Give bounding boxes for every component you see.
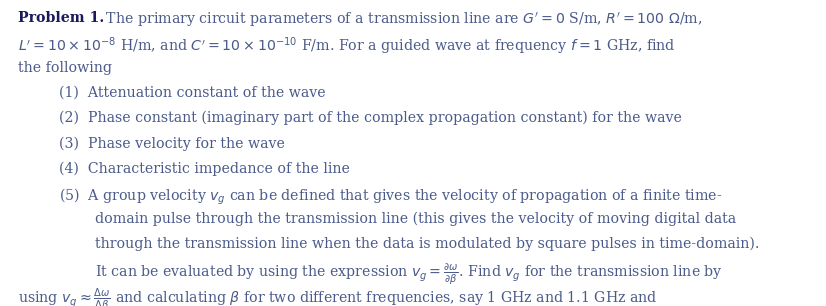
- Text: (2)  Phase constant (imaginary part of the complex propagation constant) for the: (2) Phase constant (imaginary part of th…: [59, 111, 682, 125]
- Text: domain pulse through the transmission line (this gives the velocity of moving di: domain pulse through the transmission li…: [95, 211, 736, 226]
- Text: It can be evaluated by using the expression $v_g = \frac{\partial\omega}{\partia: It can be evaluated by using the express…: [95, 262, 723, 287]
- Text: (4)  Characteristic impedance of the line: (4) Characteristic impedance of the line: [59, 161, 350, 176]
- Text: Problem 1.: Problem 1.: [18, 11, 104, 25]
- Text: The primary circuit parameters of a transmission line are $G' = 0$ S/m, $R' = 10: The primary circuit parameters of a tran…: [97, 11, 703, 29]
- Text: (5)  A group velocity $v_g$ can be defined that gives the velocity of propagatio: (5) A group velocity $v_g$ can be define…: [59, 186, 723, 207]
- Text: $L' = 10 \times 10^{-8}$ H/m, and $C' = 10 \times 10^{-10}$ F/m. For a guided wa: $L' = 10 \times 10^{-8}$ H/m, and $C' = …: [18, 36, 676, 58]
- Text: using $v_g \approx \frac{\Delta\omega}{\Delta\beta}$ and calculating $\beta$ for: using $v_g \approx \frac{\Delta\omega}{\…: [18, 287, 657, 306]
- Text: (1)  Attenuation constant of the wave: (1) Attenuation constant of the wave: [59, 86, 326, 100]
- Text: the following: the following: [18, 61, 112, 75]
- Text: (3)  Phase velocity for the wave: (3) Phase velocity for the wave: [59, 136, 285, 151]
- Text: through the transmission line when the data is modulated by square pulses in tim: through the transmission line when the d…: [95, 237, 759, 251]
